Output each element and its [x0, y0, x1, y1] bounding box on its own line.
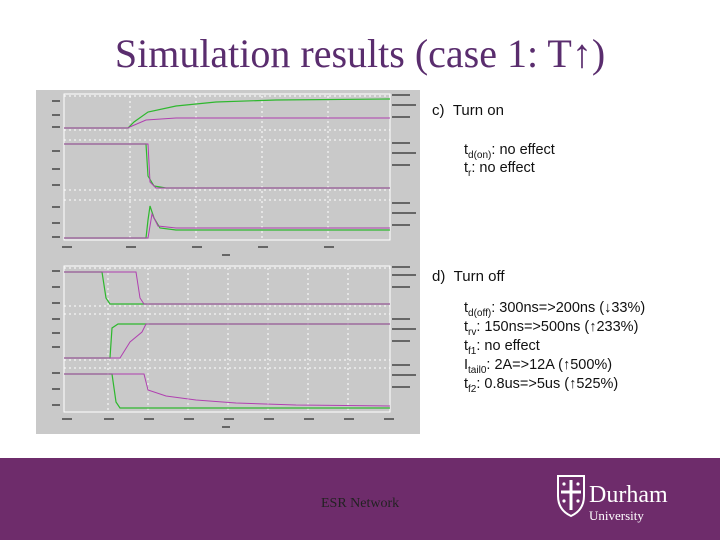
turn-off-tail-current-line: Itail0: 2A=>12A (↑500%): [464, 357, 613, 376]
turn-off-waveform-plot: [36, 262, 420, 434]
turn-off-notes: d) Turn off td(off): 300ns=>200ns (↓33%)…: [432, 268, 712, 408]
turn-on-waveform-plot: [36, 90, 420, 262]
turn-on-heading: c) Turn on: [432, 102, 504, 119]
turn-off-waveform-image: [36, 262, 420, 434]
turn-on-waveform-image: [36, 90, 420, 262]
turn-on-delay-line: td(on): no effect: [464, 142, 555, 161]
turn-off-fall2-line: tf2: 0.8us=>5us (↑525%): [464, 376, 619, 395]
durham-crest-icon: [557, 475, 585, 518]
slide-title: Simulation results (case 1: T↑): [114, 31, 606, 76]
turn-off-heading: d) Turn off: [432, 268, 505, 285]
logo-university: University: [589, 508, 644, 523]
turn-on-notes: c) Turn on td(on): no effect tr: no effe…: [432, 102, 702, 192]
turn-off-delay-line: td(off): 300ns=>200ns (↓33%): [464, 300, 646, 319]
turn-on-rise-line: tr: no effect: [464, 160, 535, 179]
turn-off-rise-voltage-line: trv: 150ns=>500ns (↑233%): [464, 319, 639, 338]
logo-durham: Durham: [589, 482, 668, 508]
footer-bar: ESR Network: [0, 458, 720, 540]
footer-text: ESR Network: [321, 496, 400, 511]
turn-off-fall1-line: tf1: no effect: [464, 338, 540, 357]
